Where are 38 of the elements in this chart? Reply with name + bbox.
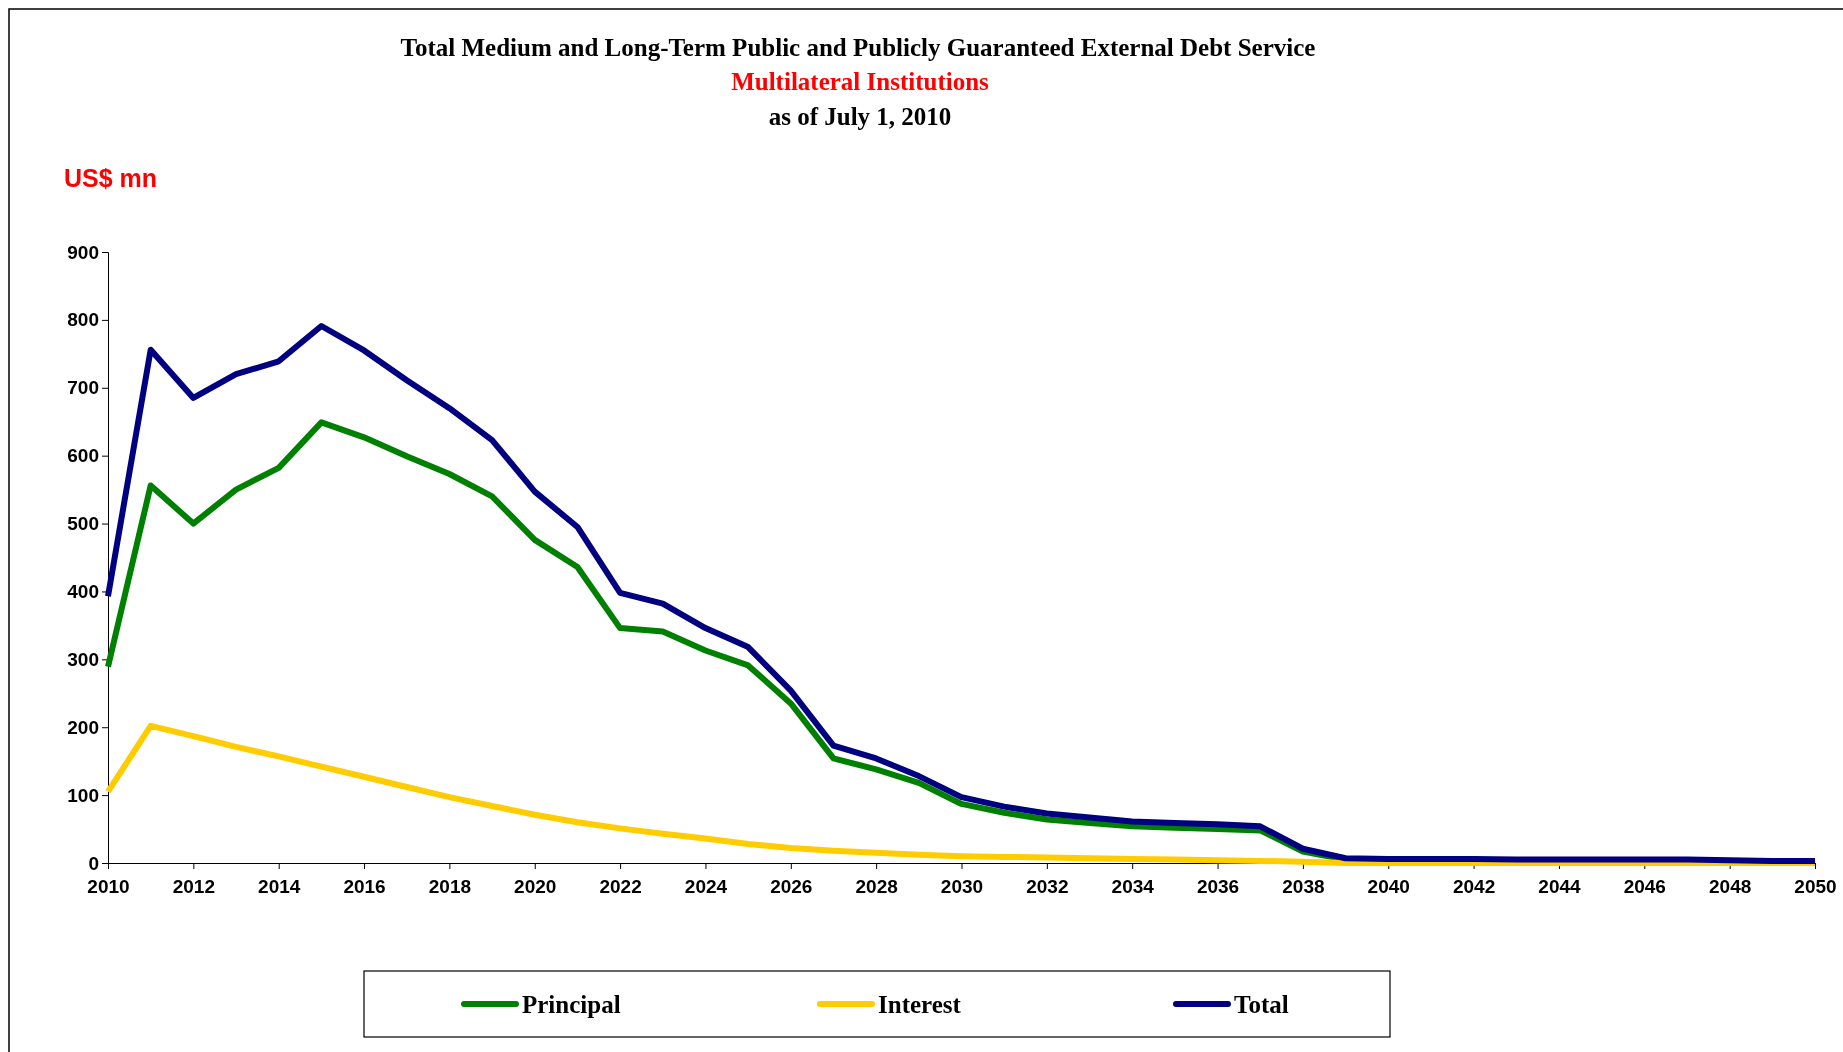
x-tick-label: 2016 [343,875,386,897]
y-tick-label: 300 [67,648,99,670]
x-tick-label: 2048 [1709,875,1752,897]
x-tick-label: 2018 [428,875,472,897]
x-tick-label: 2038 [1282,875,1325,897]
chart-subtitle: Multilateral Institutions [731,68,990,95]
x-tick-label: 2046 [1623,875,1666,897]
legend-label: Total [1234,991,1289,1018]
y-axis-title: US$ mn [64,164,158,192]
x-tick-label: 2024 [684,875,728,897]
y-tick-label: 500 [67,513,99,535]
text: as of July 1, 2010 [768,103,952,130]
x-tick-label: 2028 [855,875,898,897]
x-tick-label: 2020 [514,875,557,897]
y-tick-label: 400 [67,581,99,603]
y-tick-label: 200 [67,716,99,738]
x-tick-label: 2030 [940,875,984,897]
x-tick-label: 2044 [1538,875,1582,897]
x-tick-label: 2014 [258,875,301,897]
y-tick-label: 600 [67,445,99,467]
y-tick-label: 100 [67,784,99,806]
y-tick-label: 800 [67,309,99,331]
legend-label: Principal [522,991,621,1018]
y-tick-label: 900 [67,241,99,263]
legend-label: Interest [878,991,962,1018]
x-tick-label: 2032 [1026,875,1069,897]
x-tick-label: 2034 [1111,875,1155,897]
x-tick-label: 2012 [172,875,215,897]
x-tick-label: 2026 [770,875,813,897]
x-tick-label: 2050 [1794,875,1837,897]
x-tick-label: 2010 [87,875,130,897]
x-tick-label: 2036 [1196,875,1240,897]
y-tick-label: 0 [88,852,99,874]
x-tick-label: 2042 [1452,875,1496,897]
x-tick-label: 2040 [1367,875,1410,897]
chart-title: Total Medium and Long-Term Public and Publicly Guaranteed External Debt Service [400,34,1316,61]
y-tick-label: 700 [67,377,99,399]
x-tick-label: 2022 [599,875,642,897]
